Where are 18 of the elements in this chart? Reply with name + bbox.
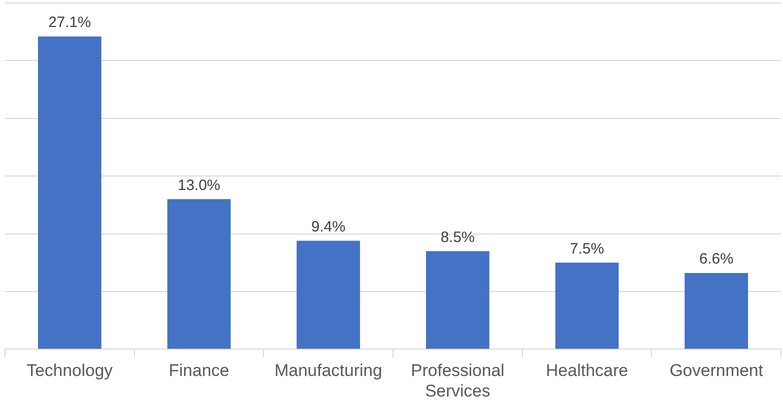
- data-label: 27.1%: [48, 14, 91, 32]
- x-tick-label: Government: [670, 361, 764, 380]
- x-tick-label: Technology: [26, 361, 114, 380]
- bar: [38, 36, 102, 349]
- x-tick-label: Healthcare: [546, 361, 628, 380]
- bar: [296, 240, 360, 349]
- data-label: 6.6%: [699, 250, 734, 268]
- data-label: 13.0%: [178, 176, 220, 194]
- x-tick-label: Professional Services: [410, 361, 504, 400]
- data-label: 7.5%: [570, 240, 604, 258]
- x-tick-label: Manufacturing: [274, 361, 382, 380]
- bar: [167, 199, 231, 349]
- bar: [684, 273, 748, 349]
- bar: [555, 262, 619, 349]
- data-label: 9.4%: [311, 218, 346, 236]
- data-label: 8.5%: [440, 228, 475, 246]
- x-tick-label: Finance: [168, 361, 230, 380]
- bar: [426, 251, 490, 349]
